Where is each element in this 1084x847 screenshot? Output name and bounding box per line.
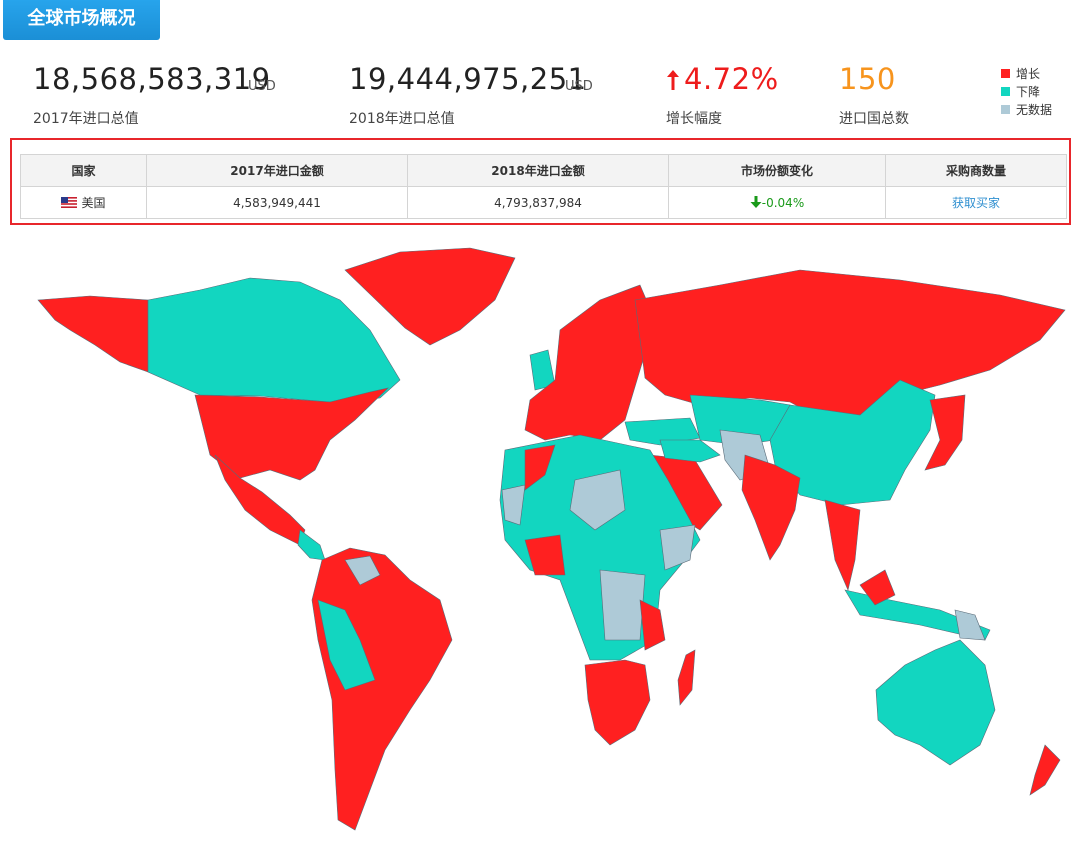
table-box: 国家 2017年进口金额 2018年进口金额 市场份额变化 采购商数量 美国 4… bbox=[10, 138, 1071, 225]
cell: 4,793,837,984 bbox=[407, 186, 669, 219]
legend-label: 下降 bbox=[1016, 84, 1041, 99]
region bbox=[344, 555, 381, 586]
legend-item: 增长 bbox=[1001, 64, 1052, 82]
column-header: 采购商数量 bbox=[885, 154, 1067, 187]
stat-value: 18,568,583,319 bbox=[33, 62, 271, 96]
stat-label: 2017年进口总值 bbox=[33, 111, 139, 127]
column-header: 2017年进口金额 bbox=[146, 154, 408, 187]
region bbox=[769, 379, 936, 506]
region bbox=[147, 277, 401, 403]
region bbox=[844, 589, 991, 641]
section-tab[interactable]: 全球市场概况 bbox=[3, 0, 160, 40]
region bbox=[677, 649, 696, 706]
stat-value: 4.72% bbox=[684, 62, 779, 96]
share-change: -0.04% bbox=[761, 195, 805, 210]
region bbox=[501, 484, 526, 526]
region bbox=[599, 569, 646, 641]
region bbox=[524, 444, 556, 491]
down-arrow-icon bbox=[750, 195, 762, 208]
legend-swatch bbox=[1001, 86, 1010, 96]
region bbox=[875, 639, 996, 766]
stat-value: 150 bbox=[839, 62, 896, 96]
stat-value: 19,444,975,251 bbox=[349, 62, 587, 96]
region bbox=[824, 499, 861, 591]
region bbox=[37, 295, 149, 373]
region bbox=[859, 569, 896, 606]
region bbox=[659, 524, 696, 571]
region bbox=[741, 454, 801, 561]
stat-label: 增长幅度 bbox=[666, 111, 722, 127]
legend-swatch bbox=[1001, 104, 1010, 114]
region bbox=[344, 247, 516, 346]
column-header: 国家 bbox=[20, 154, 147, 187]
region bbox=[584, 659, 651, 746]
region bbox=[924, 394, 966, 471]
table-row: 美国 4,583,949,441 4,793,837,984 -0.04% 获取… bbox=[20, 186, 1067, 219]
stat-unit: USD bbox=[248, 79, 276, 94]
table-header: 国家 2017年进口金额 2018年进口金额 市场份额变化 采购商数量 bbox=[20, 154, 1067, 187]
legend-swatch bbox=[1001, 68, 1010, 78]
region bbox=[524, 534, 566, 576]
table: 国家 2017年进口金额 2018年进口金额 市场份额变化 采购商数量 美国 4… bbox=[20, 154, 1067, 219]
region bbox=[639, 599, 666, 651]
get-buyers-link[interactable]: 获取买家 bbox=[951, 196, 1000, 210]
cell: 4,583,949,441 bbox=[146, 186, 408, 219]
legend-label: 增长 bbox=[1016, 66, 1041, 81]
region bbox=[954, 609, 986, 641]
stat-unit: USD bbox=[565, 79, 593, 94]
legend-label: 无数据 bbox=[1016, 102, 1053, 117]
region bbox=[569, 469, 626, 531]
country-name: 美国 bbox=[81, 196, 106, 210]
share-change-cell: -0.04% bbox=[668, 186, 886, 219]
legend-item: 无数据 bbox=[1001, 100, 1052, 118]
region bbox=[297, 529, 326, 561]
region bbox=[311, 547, 453, 831]
column-header: 市场份额变化 bbox=[668, 154, 886, 187]
up-arrow-icon bbox=[667, 70, 679, 90]
column-header: 2018年进口金额 bbox=[407, 154, 669, 187]
region bbox=[659, 439, 721, 463]
legend-item: 下降 bbox=[1001, 82, 1052, 100]
cell: 获取买家 bbox=[885, 186, 1067, 219]
stat-label: 2018年进口总值 bbox=[349, 111, 455, 127]
flag-icon bbox=[61, 197, 78, 208]
region bbox=[317, 599, 376, 691]
stat-label: 进口国总数 bbox=[839, 111, 909, 127]
world-map bbox=[37, 247, 1066, 831]
legend: 增长 下降 无数据 bbox=[1001, 64, 1052, 118]
country-cell: 美国 bbox=[20, 186, 147, 219]
region bbox=[1029, 744, 1061, 796]
